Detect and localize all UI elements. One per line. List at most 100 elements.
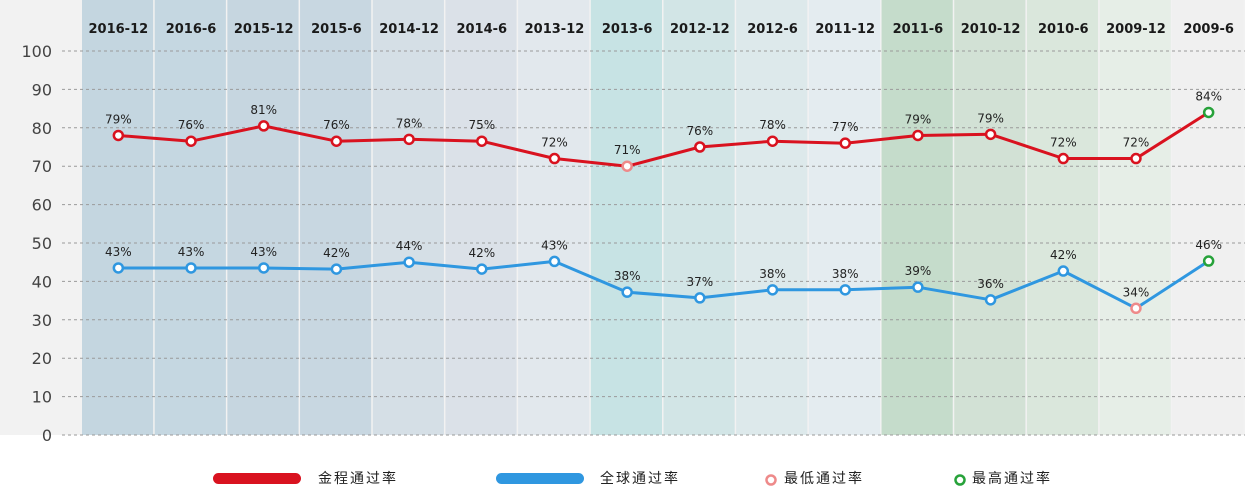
data-label: 75% [468,118,495,132]
data-label: 79% [977,111,1004,125]
column-band [227,0,299,435]
data-label: 44% [396,239,423,253]
category-label: 2016-6 [166,22,217,37]
series-line-global [116,259,1211,310]
legend-swatch-blue [496,473,584,484]
data-label: 76% [323,118,350,132]
category-label: 2015-12 [234,22,294,37]
legend: 金程通过率 全球通过率 最低通过率 最高通过率 [213,470,1052,487]
legend-label-red: 金程通过率 [318,470,398,487]
data-point [330,263,343,275]
column-band [372,0,444,435]
data-label: 42% [323,246,350,260]
category-label: 2012-12 [670,22,730,37]
data-label: 72% [1123,136,1150,150]
highest-point [1202,106,1215,119]
column-band [300,0,372,435]
data-point [330,135,343,147]
data-point [257,262,270,274]
data-point [1130,152,1142,165]
column-band [590,0,662,435]
data-point [766,284,779,296]
data-label: 42% [1050,248,1077,262]
y-tick-label: 60 [32,196,52,215]
data-label: 76% [178,118,205,132]
data-point [185,262,197,274]
data-point [984,294,997,306]
column-band [518,0,590,435]
data-point [548,152,561,165]
category-label: 2012-6 [747,22,798,37]
data-point [912,281,924,293]
category-label: 2011-12 [815,22,875,37]
data-label: 39% [905,264,932,278]
category-label: 2016-12 [89,22,149,37]
column-band [736,0,808,435]
legend-label-lowest: 最低通过率 [784,470,864,487]
data-label: 38% [759,267,786,281]
data-label: 43% [178,245,205,259]
y-tick-label: 30 [32,311,52,330]
data-label: 43% [541,238,568,252]
data-point [403,256,415,268]
data-label: 77% [832,120,859,134]
data-label: 79% [105,112,132,126]
highest-point [1202,255,1215,267]
column-band [1026,0,1099,435]
y-tick-label: 20 [32,349,52,368]
data-point [112,262,125,274]
data-point [548,255,561,268]
data-label: 37% [687,275,714,289]
y-tick-label: 0 [42,426,52,445]
category-label: 2009-6 [1183,22,1234,37]
y-tick-label: 90 [32,80,52,99]
data-point [694,292,706,304]
data-point [257,120,270,132]
data-label: 72% [1050,136,1077,150]
data-label: 38% [832,267,859,281]
category-label: 2015-6 [311,22,362,37]
data-label: 42% [468,246,495,260]
data-point [476,135,488,147]
y-tick-label: 70 [32,157,52,176]
y-tick-label: 10 [32,388,52,407]
data-label: 36% [977,277,1004,291]
legend-label-highest: 最高通过率 [972,470,1052,487]
data-label: 72% [541,136,568,150]
lowest-point [621,160,633,172]
column-band [954,0,1026,435]
lowest-point [1130,302,1142,315]
category-label: 2009-12 [1106,22,1166,37]
series-line-jincheng [116,110,1211,168]
category-label: 2013-12 [525,22,585,37]
column-band [808,0,881,435]
data-label: 71% [614,143,641,157]
legend-marker-lowest [765,474,777,486]
category-label: 2011-6 [893,22,944,37]
y-tick-label: 80 [32,119,52,138]
y-tick-label: 100 [21,42,52,61]
column-band [1099,0,1171,435]
column-band [154,0,226,435]
column-band [82,0,154,435]
data-label: 78% [759,118,786,132]
data-point [185,135,197,147]
data-point [839,284,851,296]
data-label: 46% [1195,238,1222,252]
data-label: 43% [105,245,132,259]
legend-marker-highest [954,474,966,486]
column-band [881,0,953,435]
column-band [1172,0,1244,435]
data-point [112,129,125,142]
data-point [694,141,706,153]
category-label: 2013-6 [602,22,653,37]
y-tick-label: 40 [32,272,52,291]
data-point [476,263,488,275]
column-band [663,0,735,435]
data-point [403,133,415,146]
data-point [839,137,851,149]
data-point [766,135,779,147]
data-label: 78% [396,116,423,130]
